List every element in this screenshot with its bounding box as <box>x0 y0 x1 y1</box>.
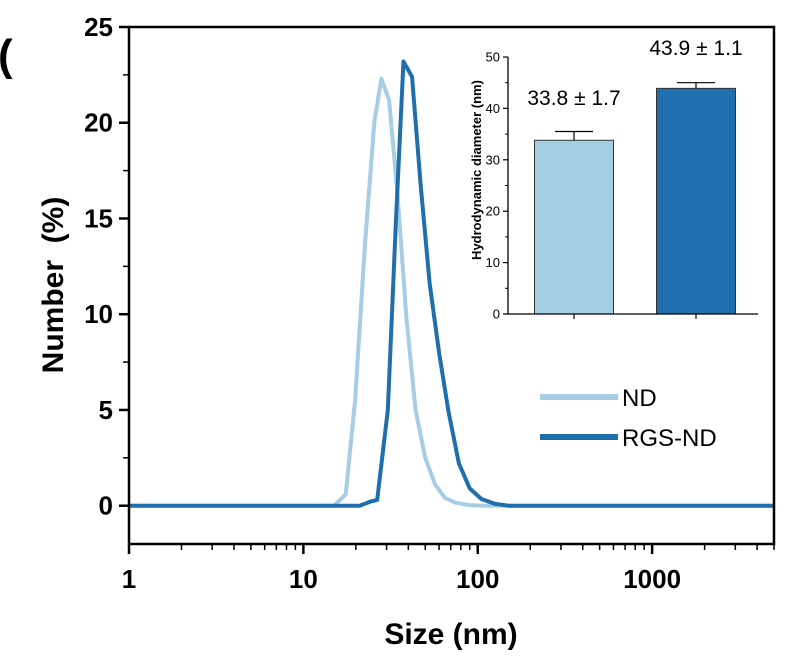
y-tick-label: 5 <box>99 395 113 425</box>
inset-bar-value-label: 43.9 ± 1.1 <box>649 37 742 60</box>
inset-bars: 33.8 ± 1.7 43.9 ± 1.1 <box>527 37 743 315</box>
legend-label-rgs-nd: RGS-ND <box>622 425 717 452</box>
main-y-axis-title: Number (%) <box>37 197 70 374</box>
main-plot-frame <box>127 25 776 546</box>
series-line-rgs-nd <box>129 59 774 508</box>
y-tick-label: 15 <box>84 203 113 233</box>
inset-axis: 0 10 20 30 40 50 <box>486 50 758 322</box>
inset-y-axis-title: Hydrodynamic diameter (nm) <box>469 80 484 260</box>
inset-y-tick-label: 10 <box>486 255 500 270</box>
y-tick-label: 20 <box>84 108 113 138</box>
y-tick-label: 25 <box>84 12 113 42</box>
main-series-lines <box>129 59 774 508</box>
inset-y-tick-label: 40 <box>486 101 500 116</box>
x-tick-label: 10 <box>289 564 318 594</box>
series-line-nd <box>129 76 774 508</box>
x-tick-label: 100 <box>456 564 499 594</box>
panel-label: ( <box>0 31 13 80</box>
x-tick-label: 1000 <box>623 564 681 594</box>
main-x-axis-title: Size (nm) <box>384 618 517 651</box>
y-tick-label: 0 <box>99 491 113 521</box>
inset-bar-rgs-nd <box>656 87 736 315</box>
legend-label-nd: ND <box>622 385 657 412</box>
inset-y-tick-label: 20 <box>486 204 500 219</box>
inset-y-tick-label: 30 <box>486 152 500 167</box>
inset-bar-value-label: 33.8 ± 1.7 <box>527 87 620 110</box>
x-tick-label: 1 <box>122 564 136 594</box>
inset-y-tick-label: 50 <box>486 50 500 65</box>
inset-bar-nd <box>534 139 614 315</box>
inset-y-tick-label: 0 <box>493 307 500 322</box>
inset-bar-chart: 33.8 ± 1.7 43.9 ± 1.1 0 10 20 30 40 50 Hydrody… <box>469 37 758 322</box>
legend: ND RGS-ND <box>540 385 717 452</box>
y-tick-label: 10 <box>84 299 113 329</box>
